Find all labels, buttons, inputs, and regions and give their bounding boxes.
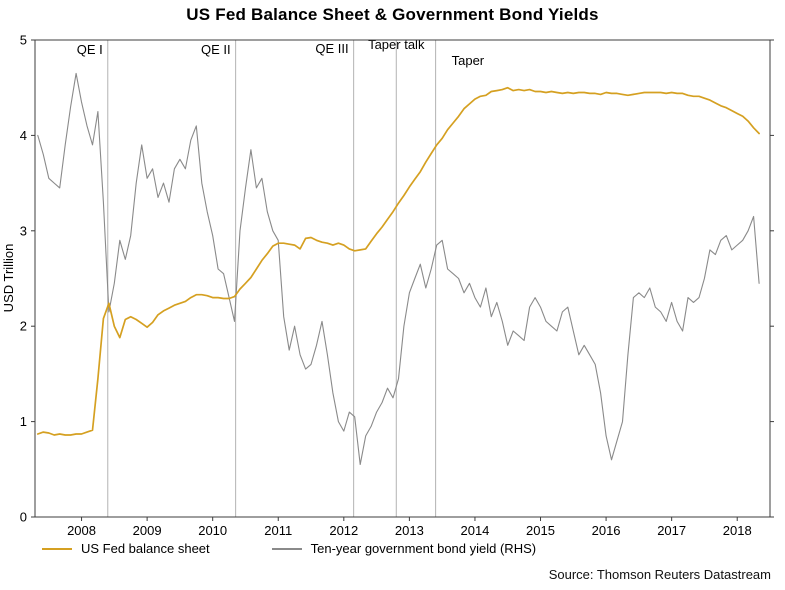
y-tick-label: 5 (20, 33, 27, 48)
legend-label-bond-yield: Ten-year government bond yield (RHS) (310, 541, 537, 556)
legend-item-fed-balance-sheet: US Fed balance sheet (42, 541, 210, 556)
source-note: Source: Thomson Reuters Datastream (548, 567, 771, 582)
y-tick-label: 2 (20, 319, 27, 334)
event-label-qe-i: QE I (77, 42, 103, 57)
series-line-ten-year-government-bond-yield-rhs- (37, 72, 760, 466)
x-tick-label: 2014 (460, 523, 489, 538)
event-label-qe-iii: QE III (315, 41, 348, 56)
event-label-taper-talk: Taper talk (368, 37, 425, 52)
x-tick-label: 2010 (198, 523, 227, 538)
chart-title: US Fed Balance Sheet & Government Bond Y… (186, 5, 599, 24)
x-tick-label: 2018 (723, 523, 752, 538)
x-tick-label: 2009 (133, 523, 162, 538)
yield-line-swatch (271, 547, 302, 550)
fed-line-swatch (42, 547, 72, 550)
x-tick-label: 2011 (264, 523, 292, 538)
y-tick-label: 4 (20, 128, 27, 143)
y-tick-label: 3 (20, 223, 27, 238)
x-tick-label: 2008 (67, 523, 96, 538)
x-tick-label: 2013 (395, 523, 424, 538)
event-label-taper: Taper (452, 53, 485, 68)
plot-frame (34, 39, 771, 518)
x-tick-label: 2012 (329, 523, 358, 538)
series-line-us-fed-balance-sheet (36, 86, 760, 436)
event-label-qe-ii: QE II (201, 42, 231, 57)
y-tick-label: 0 (20, 510, 27, 525)
x-tick-label: 2015 (526, 523, 555, 538)
legend-label-fed-balance-sheet: US Fed balance sheet (81, 541, 210, 556)
legend-item-bond-yield: Ten-year government bond yield (RHS) (271, 541, 537, 556)
legend: US Fed balance sheet Ten-year government… (42, 541, 536, 556)
y-tick-label: 1 (20, 414, 27, 429)
x-tick-label: 2016 (592, 523, 621, 538)
x-tick-label: 2017 (657, 523, 686, 538)
